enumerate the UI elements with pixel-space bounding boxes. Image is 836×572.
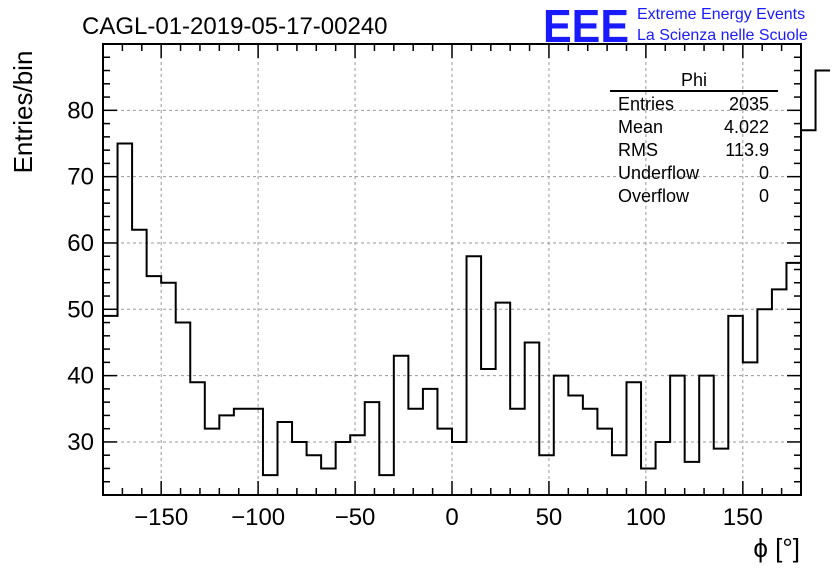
grid-lines [103, 44, 801, 495]
x-tick-label: −150 [134, 504, 188, 531]
y-tick-label: 40 [67, 363, 94, 390]
stats-label: Entries [618, 94, 674, 114]
stats-value: 0 [759, 163, 769, 183]
x-axis-label: ϕ [°] [753, 533, 800, 563]
x-tick-label: −100 [231, 504, 285, 531]
logo-mark: EEE [543, 0, 629, 52]
stats-label: RMS [618, 140, 658, 160]
x-axis-ticks: −150 −100 −50 0 50 100 150 [121, 44, 783, 531]
y-tick-label: 70 [67, 164, 94, 191]
stats-rows: Entries 2035 Mean 4.022 RMS 113.9 Underflow 0 Ov… [618, 94, 769, 206]
x-tick-label: 150 [723, 504, 763, 531]
y-tick-label: 50 [67, 296, 94, 323]
stats-value: 4.022 [724, 117, 769, 137]
stats-label: Mean [618, 117, 663, 137]
eee-logo: EEE Extreme Energy Events La Scienza nel… [543, 0, 808, 52]
stats-label: Overflow [618, 186, 690, 206]
y-axis-ticks: 30 40 50 60 70 80 [67, 56, 801, 483]
stats-title: Phi [681, 70, 707, 90]
x-tick-label: 0 [445, 504, 458, 531]
y-tick-label: 80 [67, 97, 94, 124]
logo-line-2: La Scienza nelle Scuole [637, 27, 808, 44]
logo-line-1: Extreme Energy Events [637, 6, 805, 23]
x-tick-label: 50 [536, 504, 563, 531]
x-tick-label: 100 [626, 504, 666, 531]
histogram-line [103, 69, 831, 477]
y-tick-label: 60 [67, 230, 94, 257]
y-tick-label: 30 [67, 429, 94, 456]
stats-value: 113.9 [725, 140, 769, 160]
chart-title: CAGL-01-2019-05-17-00240 [82, 13, 388, 40]
y-axis-label: Entries/bin [8, 51, 38, 174]
stats-value: 2035 [729, 94, 769, 114]
x-tick-label: −50 [335, 504, 376, 531]
stats-label: Underflow [618, 163, 700, 183]
stats-box: Phi Entries 2035 Mean 4.022 RMS 113.9 Underflo… [610, 70, 778, 206]
stats-value: 0 [759, 186, 769, 206]
